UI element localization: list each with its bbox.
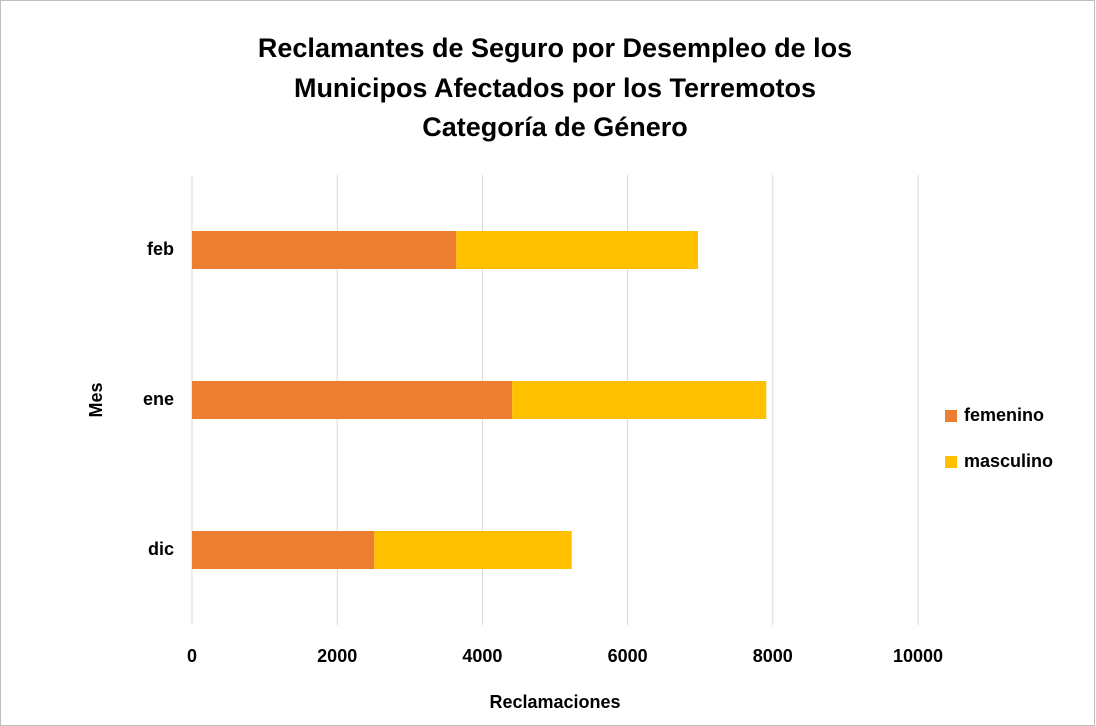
chart-title: Municipos Afectados por los Terremotos <box>294 73 816 103</box>
x-axis-label: Reclamaciones <box>489 692 620 712</box>
bar <box>192 231 457 269</box>
y-tick-label: feb <box>147 239 174 259</box>
x-tick-label: 2000 <box>317 646 357 666</box>
x-tick-label: 10000 <box>893 646 943 666</box>
bar <box>374 531 572 569</box>
y-tick-label: dic <box>148 539 174 559</box>
y-axis-label: Mes <box>86 382 106 417</box>
legend-label: masculino <box>964 451 1053 471</box>
chart-title: Categoría de Género <box>422 112 688 142</box>
bar <box>512 381 767 419</box>
legend-label: femenino <box>964 405 1044 425</box>
bar <box>192 531 375 569</box>
x-tick-label: 8000 <box>753 646 793 666</box>
x-tick-label: 4000 <box>462 646 502 666</box>
x-tick-label: 0 <box>187 646 197 666</box>
bar <box>192 381 513 419</box>
chart-title: Reclamantes de Seguro por Desempleo de l… <box>258 33 852 63</box>
legend-swatch <box>945 410 957 422</box>
legend-swatch <box>945 456 957 468</box>
bar <box>456 231 699 269</box>
y-tick-label: ene <box>143 389 174 409</box>
x-tick-label: 6000 <box>608 646 648 666</box>
